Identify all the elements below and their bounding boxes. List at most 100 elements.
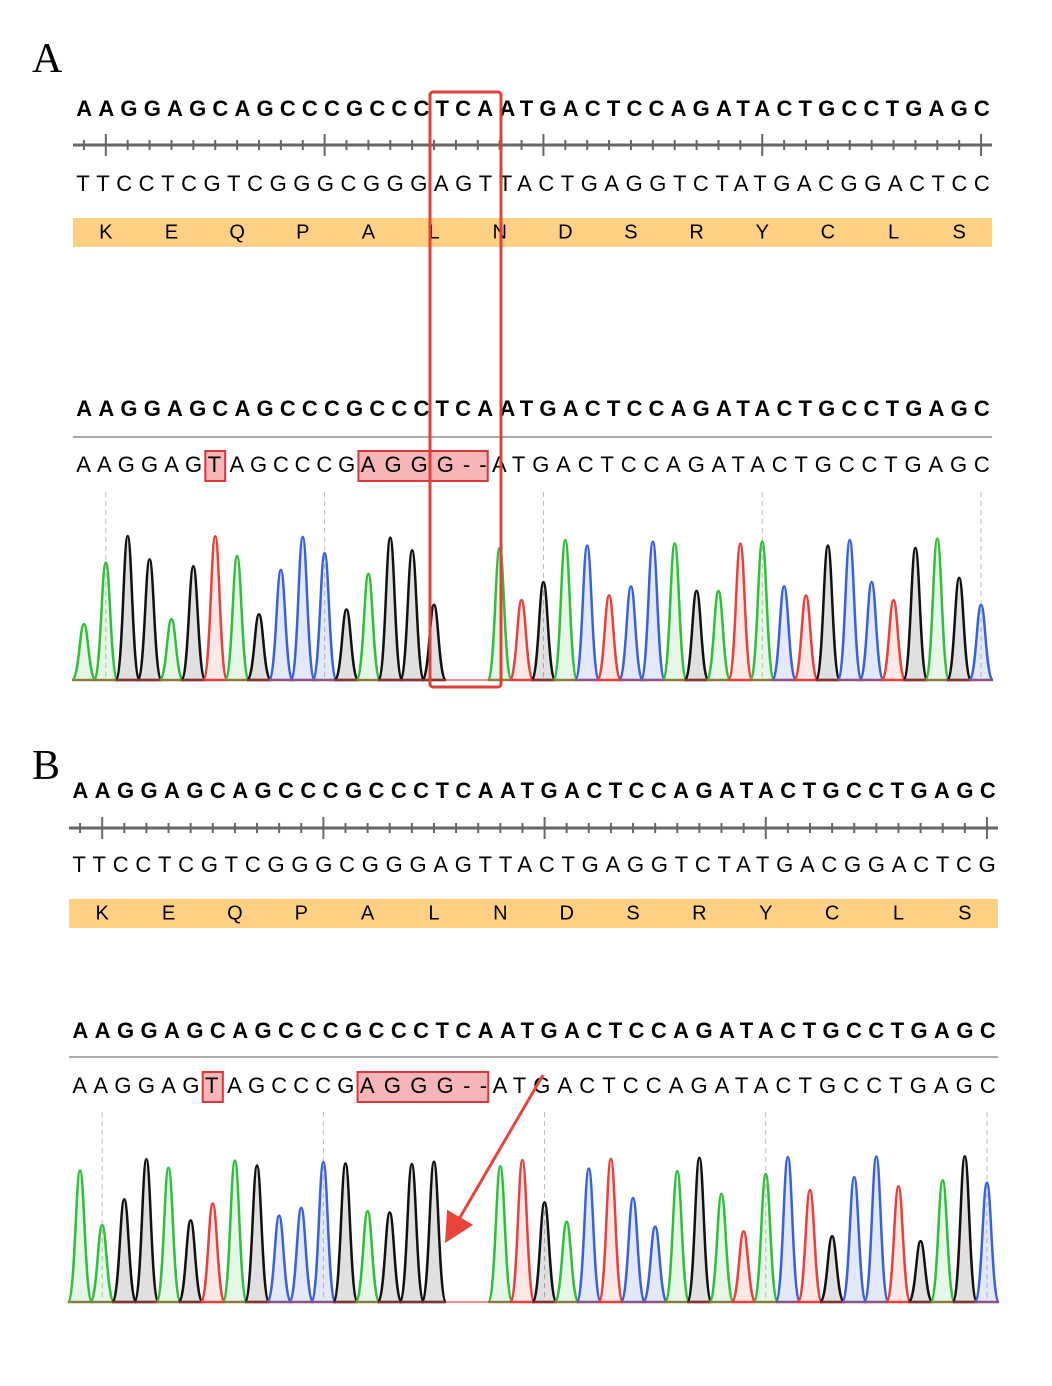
peak bbox=[332, 1162, 359, 1304]
amino-acid: R bbox=[689, 221, 703, 243]
peak bbox=[792, 594, 820, 682]
peak bbox=[553, 1220, 581, 1304]
arrow bbox=[444, 1074, 545, 1244]
peak bbox=[973, 1181, 1001, 1304]
complement-sequence: TTCCTCGTCGGGCGGGAGTTACTGAGGTCTATGACGGACT… bbox=[72, 852, 995, 877]
peak bbox=[221, 1159, 249, 1304]
amino-acid: L bbox=[893, 902, 904, 924]
amino-acid: C bbox=[825, 902, 839, 924]
peak bbox=[967, 603, 995, 682]
mismatch-highlight bbox=[204, 450, 227, 482]
peak bbox=[508, 598, 535, 682]
peak bbox=[70, 622, 98, 682]
amino-acid: P bbox=[295, 902, 308, 924]
peak bbox=[265, 1214, 293, 1304]
peak bbox=[858, 580, 885, 682]
complement-sequence: TTCCTCGTCGGGCGGGAGTTACTGAGGTCTATGACGGACT… bbox=[76, 171, 990, 196]
amino-acid: L bbox=[428, 221, 439, 243]
amino-acid: P bbox=[296, 221, 309, 243]
peak bbox=[201, 535, 229, 682]
read-segment: AAGGAG bbox=[76, 452, 202, 477]
amino-acid: K bbox=[96, 902, 110, 924]
peak bbox=[818, 1235, 846, 1304]
peak bbox=[752, 1172, 780, 1304]
peak bbox=[902, 546, 929, 682]
peak bbox=[619, 1196, 647, 1304]
amino-acid: L bbox=[888, 221, 899, 243]
amino-acid: S bbox=[958, 902, 971, 924]
peak bbox=[814, 544, 842, 682]
read-segment: AAGGAG bbox=[72, 1073, 199, 1098]
amino-acid: S bbox=[626, 902, 639, 924]
amino-acid: C bbox=[821, 221, 835, 243]
peak bbox=[796, 1188, 824, 1304]
peak bbox=[683, 589, 710, 682]
peak bbox=[398, 1162, 426, 1304]
peak bbox=[309, 1160, 337, 1304]
peak bbox=[727, 542, 754, 682]
peak bbox=[177, 1219, 205, 1304]
read-segment: T bbox=[205, 1073, 218, 1098]
mismatch-highlight bbox=[201, 1071, 224, 1103]
amino-acid: E bbox=[162, 902, 175, 924]
peak bbox=[552, 538, 579, 682]
amino-acid: R bbox=[692, 902, 706, 924]
mismatch-highlight bbox=[356, 1071, 490, 1103]
peak bbox=[133, 1157, 160, 1304]
peak bbox=[180, 564, 207, 682]
highlight-box bbox=[428, 90, 503, 689]
peak bbox=[880, 598, 907, 682]
peak bbox=[924, 537, 951, 682]
amino-acid: L bbox=[428, 902, 439, 924]
peak bbox=[641, 1225, 669, 1304]
amino-acid: E bbox=[165, 221, 178, 243]
peak bbox=[420, 1160, 448, 1304]
peak bbox=[663, 1169, 691, 1304]
peak bbox=[531, 1200, 558, 1304]
peak bbox=[289, 535, 317, 682]
peak bbox=[243, 1164, 271, 1304]
peak bbox=[840, 1175, 868, 1304]
aligned-reference: AAGGAGCAGCCCGCCCTCAATGACTCCAGATACTGCCTGA… bbox=[72, 1018, 996, 1043]
amino-acid: Q bbox=[227, 902, 243, 924]
amino-acid: N bbox=[493, 902, 507, 924]
peak bbox=[730, 1230, 758, 1304]
peak bbox=[110, 1197, 138, 1304]
amino-acid: D bbox=[559, 902, 573, 924]
read-segment: ATGACTCCAGATACTGCCTGAGC bbox=[493, 1073, 996, 1098]
peak bbox=[267, 568, 295, 682]
peak bbox=[836, 538, 864, 682]
peak bbox=[530, 580, 557, 682]
peak bbox=[705, 589, 732, 682]
reference-sequence: AAGGAGCAGCCCGCCCTCAATGACTCCAGATACTGCCTGA… bbox=[76, 96, 990, 121]
peak bbox=[774, 1155, 802, 1304]
amino-acid: S bbox=[953, 221, 966, 243]
peak bbox=[661, 542, 688, 682]
amino-acid: D bbox=[558, 221, 572, 243]
peak bbox=[287, 1206, 315, 1304]
peak bbox=[420, 603, 448, 682]
peak bbox=[486, 1164, 514, 1304]
peak bbox=[398, 549, 426, 682]
peak bbox=[907, 1239, 934, 1304]
amino-acid: S bbox=[624, 221, 637, 243]
peak bbox=[685, 1156, 713, 1304]
peak bbox=[311, 551, 338, 682]
read-segment: ATGACTCCAGATACTGCCTGAGC bbox=[492, 452, 990, 477]
mismatch-highlight bbox=[357, 450, 489, 482]
peak bbox=[136, 558, 163, 682]
panel-label: B bbox=[32, 743, 60, 789]
translation-bar bbox=[73, 218, 992, 247]
peak bbox=[155, 1166, 182, 1304]
peak bbox=[575, 1167, 603, 1304]
read-segment: AGCCCG bbox=[229, 452, 355, 477]
reference-sequence: AAGGAGCAGCCCGCCCTCAATGACTCCAGATACTGCCTGA… bbox=[72, 778, 996, 803]
amino-acid: Y bbox=[756, 221, 769, 243]
peak bbox=[376, 1211, 404, 1304]
peak bbox=[862, 1155, 890, 1304]
peak bbox=[92, 561, 120, 682]
peak bbox=[708, 1192, 735, 1304]
peak bbox=[770, 585, 798, 682]
peak bbox=[333, 608, 360, 682]
